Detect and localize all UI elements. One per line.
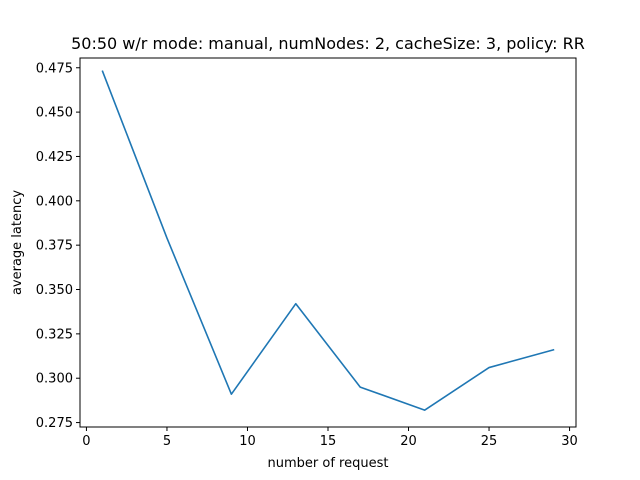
y-tick-label: 0.375 [36,239,73,254]
y-tick-label: 0.475 [36,61,73,76]
x-tick-label: 5 [163,434,171,449]
x-axis-label: number of request [268,456,389,471]
x-axis: 0 5 10 15 20 25 30 [82,427,578,449]
plot-area [101,70,555,411]
x-tick-label: 20 [400,434,417,449]
x-tick-label: 0 [82,434,90,449]
x-tick-label: 30 [561,434,578,449]
y-tick-label: 0.400 [36,194,73,209]
x-tick-label: 15 [320,434,337,449]
plot-frame [79,57,577,428]
y-tick-label: 0.325 [36,327,73,342]
y-tick-label: 0.425 [36,150,73,165]
y-axis: 0.275 0.300 0.325 0.350 0.375 0.400 0.425 0.450… [36,61,80,431]
x-tick-label: 25 [481,434,498,449]
y-tick-label: 0.275 [36,416,73,431]
series-line [101,70,555,411]
x-tick-label: 10 [239,434,256,449]
y-tick-label: 0.350 [36,283,73,298]
y-tick-label: 0.300 [36,372,73,387]
chart-title: 50:50 w/r mode: manual, numNodes: 2, cac… [71,34,585,53]
y-tick-label: 0.450 [36,106,73,121]
y-axis-label: average latency [10,190,25,295]
